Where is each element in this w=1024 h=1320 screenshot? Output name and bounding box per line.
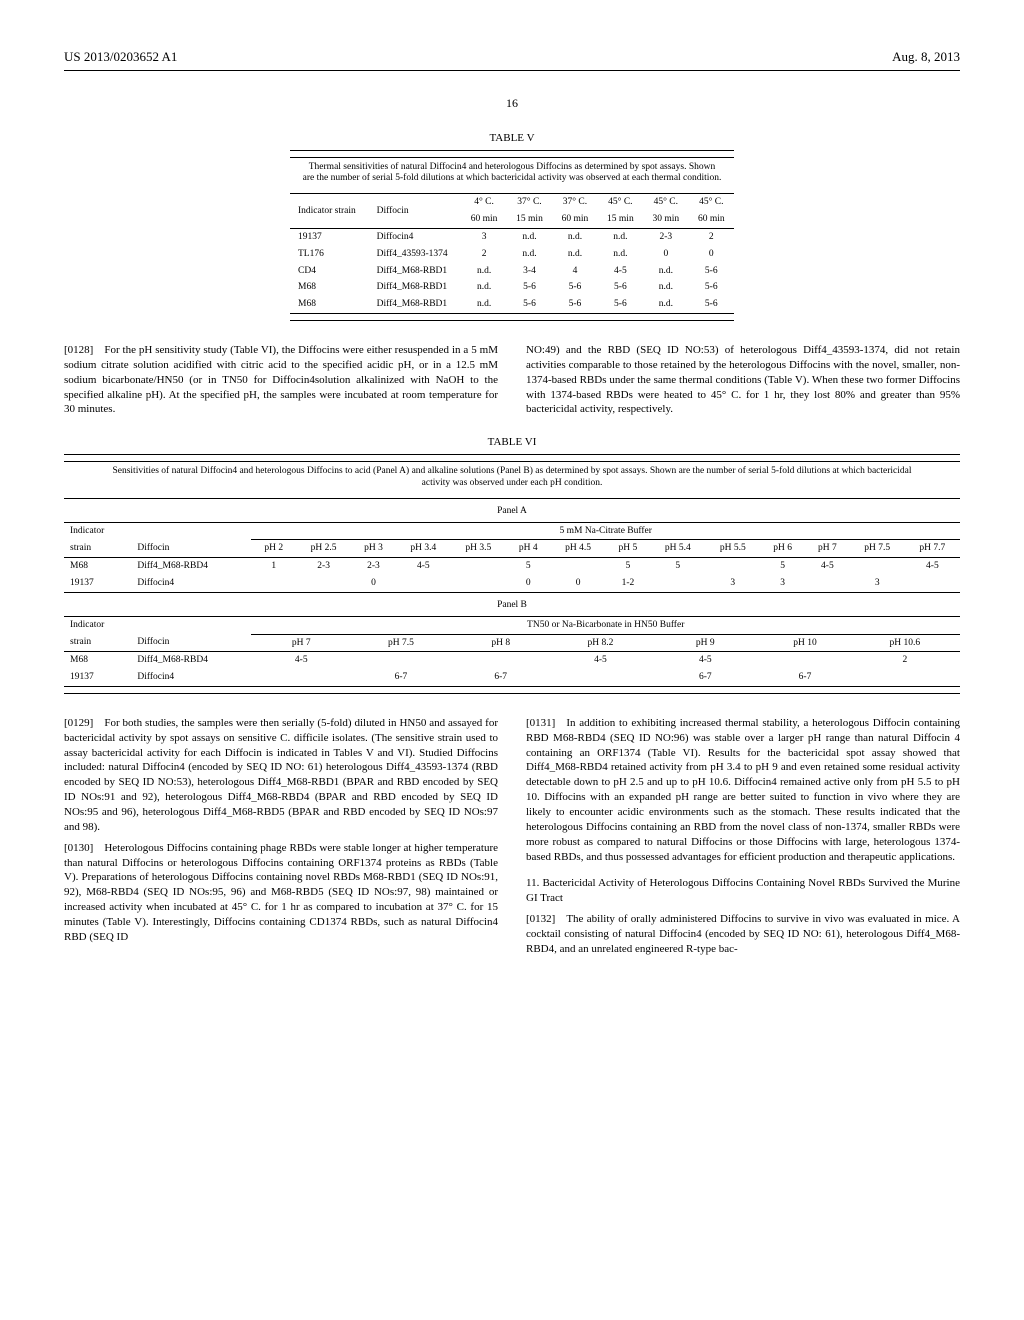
table-5-cond: 45° C. [643, 194, 688, 211]
t6a-ph: pH 2 [251, 540, 296, 558]
table-5-cond: 4° C. [461, 194, 506, 211]
table-5-time: 60 min [689, 211, 734, 228]
section-11-head: 11. Bactericidal Activity of Heterologou… [526, 876, 960, 906]
table-5-cond: 37° C. [507, 194, 552, 211]
table-5-time: 60 min [461, 211, 506, 228]
t6a-ph: pH 7.5 [850, 540, 905, 558]
t6a-ph: pH 3 [351, 540, 396, 558]
t6a-col1b: strain [64, 540, 131, 558]
t6b-buffer: TN50 or Na-Bicarbonate in HN50 Buffer [251, 616, 960, 634]
t6b-col2: Diffocin [131, 634, 251, 652]
t6a-ph: pH 3.5 [451, 540, 506, 558]
table-row: M68Diff4_M68-RBD1n.d.5-65-65-6n.d.5-6 [290, 279, 734, 296]
table-5-col1-head: Indicator strain [290, 194, 369, 229]
t6a-ph: pH 7.7 [905, 540, 960, 558]
t6b-ph: pH 8 [451, 634, 551, 652]
para-0130: [0130] Heterologous Diffocins containing… [64, 841, 498, 945]
t6a-ph: pH 5.4 [650, 540, 705, 558]
table-5-cond: 37° C. [552, 194, 597, 211]
table-row: M68Diff4_M68-RBD1n.d.5-65-65-6n.d.5-6 [290, 296, 734, 313]
table-5-time: 60 min [552, 211, 597, 228]
table-row: M68Diff4_M68-RBD412-32-34-555554-54-5 [64, 558, 960, 575]
table-5-time: 30 min [643, 211, 688, 228]
t6b-ph: pH 7.5 [351, 634, 451, 652]
t6a-buffer: 5 mM Na-Citrate Buffer [251, 522, 960, 540]
t6b-ph: pH 10 [760, 634, 849, 652]
panel-a-label: Panel A [64, 498, 960, 522]
para-0131: [0131] In addition to exhibiting increas… [526, 716, 960, 864]
table-6-title: TABLE VI [64, 435, 960, 450]
page-header: US 2013/0203652 A1 Aug. 8, 2013 [64, 48, 960, 66]
t6b-ph: pH 8.2 [551, 634, 651, 652]
para-0132: [0132] The ability of orally administere… [526, 912, 960, 957]
t6a-ph: pH 6 [760, 540, 805, 558]
table-5-time: 15 min [598, 211, 643, 228]
col2-continuation: NO:49) and the RBD (SEQ ID NO:53) of het… [526, 343, 960, 417]
t6a-ph: pH 5 [606, 540, 651, 558]
table-5-caption: Thermal sensitivities of natural Diffoci… [302, 162, 722, 186]
para-0128: [0128] For the pH sensitivity study (Tab… [64, 343, 498, 417]
page-number: 16 [64, 95, 960, 111]
table-row: 19137Diffocin46-76-76-76-7 [64, 669, 960, 686]
t6a-ph: pH 4 [506, 540, 551, 558]
t6b-ph: pH 7 [251, 634, 351, 652]
table-5: TABLE V Thermal sensitivities of natural… [272, 131, 752, 325]
table-row: M68Diff4_M68-RBD44-54-54-52 [64, 652, 960, 669]
table-5-cond: 45° C. [598, 194, 643, 211]
t6a-ph: pH 4.5 [551, 540, 606, 558]
para-0129: [0129] For both studies, the samples wer… [64, 716, 498, 835]
table-6-caption: Sensitivities of natural Diffocin4 and h… [104, 466, 920, 490]
table-5-time: 15 min [507, 211, 552, 228]
t6b-ph: pH 9 [650, 634, 760, 652]
table-row: TL176Diff4_43593-13742n.d.n.d.n.d.00 [290, 246, 734, 263]
publication-number: US 2013/0203652 A1 [64, 48, 177, 66]
table-row: CD4Diff4_M68-RBD1n.d.3-444-5n.d.5-6 [290, 263, 734, 280]
table-5-title: TABLE V [272, 131, 752, 146]
t6a-ph: pH 2.5 [296, 540, 351, 558]
t6a-ph: pH 3.4 [396, 540, 451, 558]
t6a-col2: Diffocin [131, 540, 251, 558]
table-row: 19137Diffocin43n.d.n.d.n.d.2-32 [290, 228, 734, 245]
t6a-col1: Indicator [64, 522, 131, 540]
t6b-ph: pH 10.6 [850, 634, 960, 652]
t6a-ph: pH 5.5 [705, 540, 760, 558]
table-5-cond: 45° C. [689, 194, 734, 211]
publication-date: Aug. 8, 2013 [892, 48, 960, 66]
header-rule [64, 70, 960, 71]
table-row: 19137Diffocin40001-2333 [64, 575, 960, 592]
panel-b-label: Panel B [64, 592, 960, 616]
table-6: TABLE VI Sensitivities of natural Diffoc… [64, 435, 960, 698]
table-5-col2-head: Diffocin [369, 194, 462, 229]
t6a-ph: pH 7 [805, 540, 850, 558]
